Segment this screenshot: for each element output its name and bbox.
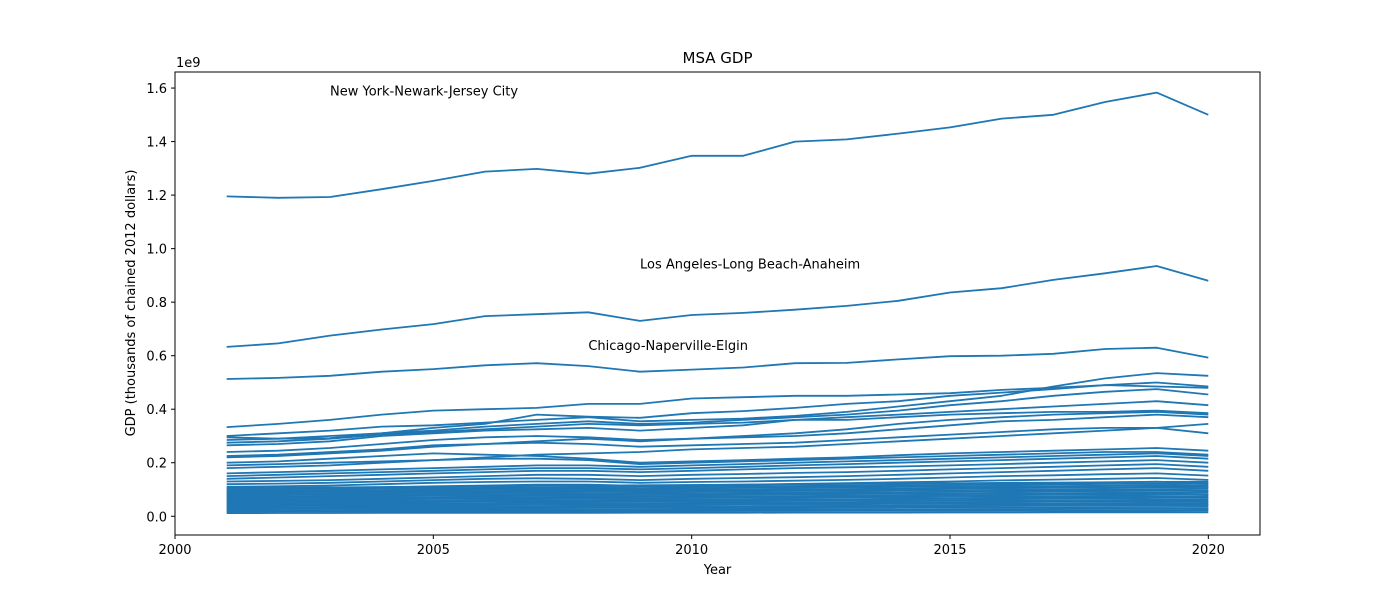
series-line-13	[226, 447, 1209, 464]
annotation-1: Los Angeles-Long Beach-Anaheim	[640, 257, 860, 272]
small-series-line-2	[226, 507, 1209, 512]
chart-title: MSA GDP	[683, 49, 753, 67]
small-series-line-0	[226, 511, 1209, 514]
x-tick-label-0: 2000	[158, 543, 191, 558]
series-line-4	[226, 372, 1209, 437]
small-series-line-17	[226, 480, 1209, 489]
y-tick-label-6: 1.2	[146, 189, 167, 204]
small-series-line-9	[226, 495, 1209, 501]
y-tick-label-2: 0.4	[146, 403, 167, 418]
x-tick-label-4: 2020	[1192, 543, 1225, 558]
annotation-0: New York-Newark-Jersey City	[330, 85, 518, 100]
y-tick-label-4: 0.8	[146, 296, 167, 311]
series-line-8	[226, 409, 1209, 447]
series-line-16	[226, 455, 1209, 477]
series-layer	[226, 91, 1209, 514]
x-axis-label: Year	[703, 563, 732, 578]
small-series-line-14	[226, 486, 1209, 494]
small-series-line-8	[226, 496, 1209, 503]
small-series-line-16	[226, 482, 1209, 491]
y-tick-label-7: 1.4	[146, 136, 167, 151]
y-offset-text: 1e9	[176, 56, 201, 71]
small-series-line-10	[226, 493, 1209, 500]
x-tick-label-1: 2005	[417, 543, 450, 558]
series-line-15	[226, 452, 1209, 475]
small-series-line-11	[226, 491, 1209, 498]
small-series-line-6	[226, 500, 1209, 506]
series-line-10	[226, 413, 1209, 453]
small-series-line-13	[226, 487, 1209, 495]
text-layer: MSA GDP Year GDP (thousands of chained 2…	[124, 49, 1225, 578]
y-tick-label-1: 0.2	[146, 457, 167, 472]
series-line-1	[226, 265, 1209, 348]
y-tick-label-8: 1.6	[146, 82, 167, 97]
series-line-2	[226, 346, 1209, 380]
small-series-line-7	[226, 498, 1209, 504]
small-series-line-12	[226, 489, 1209, 497]
y-tick-label-3: 0.6	[146, 350, 167, 365]
series-line-17	[226, 459, 1209, 480]
series-line-0	[226, 91, 1209, 199]
annotation-2: Chicago-Naperville-Elgin	[588, 339, 748, 354]
small-series-line-4	[226, 504, 1209, 509]
series-line-19	[226, 467, 1209, 486]
series-line-14	[226, 451, 1209, 467]
small-series-line-5	[226, 502, 1209, 507]
small-series-line-1	[226, 509, 1209, 513]
axes-layer	[171, 71, 1261, 539]
small-series-line-15	[226, 484, 1209, 492]
series-line-11	[226, 426, 1209, 459]
series-line-7	[226, 400, 1209, 444]
axes-frame	[174, 71, 1261, 536]
x-tick-label-3: 2015	[933, 543, 966, 558]
y-tick-label-0: 0.0	[146, 510, 167, 525]
series-line-20	[226, 472, 1209, 488]
y-axis-label: GDP (thousands of chained 2012 dollars)	[124, 170, 139, 437]
small-series-line-3	[226, 505, 1209, 510]
x-tick-label-2: 2010	[675, 543, 708, 558]
series-line-18	[226, 463, 1209, 483]
y-tick-label-5: 1.0	[146, 243, 167, 258]
series-line-6	[226, 388, 1209, 441]
series-line-12	[226, 423, 1209, 469]
